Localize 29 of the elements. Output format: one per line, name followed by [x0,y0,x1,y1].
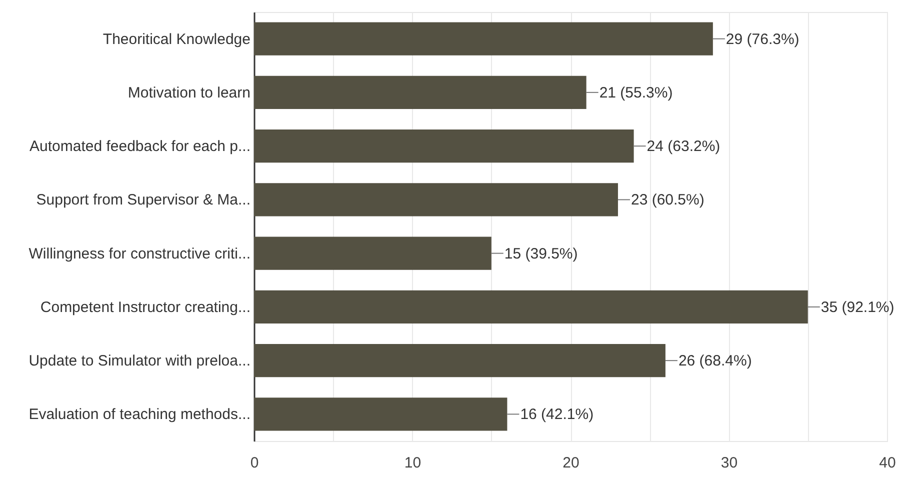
data-label: 15 (39.5%) [504,245,578,262]
data-label: 21 (55.3%) [599,84,673,102]
bar [254,290,808,324]
x-tick-label: 10 [404,454,422,472]
bar [254,22,713,56]
y-tick-label: Competent Instructor creating... [40,298,250,316]
y-tick-label: Willingness for constructive criti... [28,245,250,262]
bar [254,236,492,270]
data-label: 35 (92.1%) [820,298,894,316]
y-tick-label: Support from Supervisor & Ma... [36,192,250,209]
bar [254,76,586,110]
data-label: 23 (60.5%) [630,192,704,209]
y-tick-label: Theoritical Knowledge [102,30,250,48]
data-label: 26 (68.4%) [678,352,752,370]
x-tick-label: 0 [250,454,259,472]
y-tick-label: Motivation to learn [128,84,250,102]
y-tick-label: Update to Simulator with preloa... [28,352,250,370]
x-tick-label: 30 [720,454,738,472]
bar [254,344,666,378]
bar [254,129,634,163]
data-label: 29 (76.3%) [726,30,800,48]
bar [254,398,508,431]
bar [254,183,618,216]
y-tick-label: Evaluation of teaching methods... [28,406,250,424]
y-tick-label: Automated feedback for each p... [30,138,250,156]
x-tick-label: 40 [879,454,896,472]
x-tick-label: 20 [562,454,580,472]
data-label: 16 (42.1%) [520,406,594,424]
data-label: 24 (63.2%) [646,138,720,156]
